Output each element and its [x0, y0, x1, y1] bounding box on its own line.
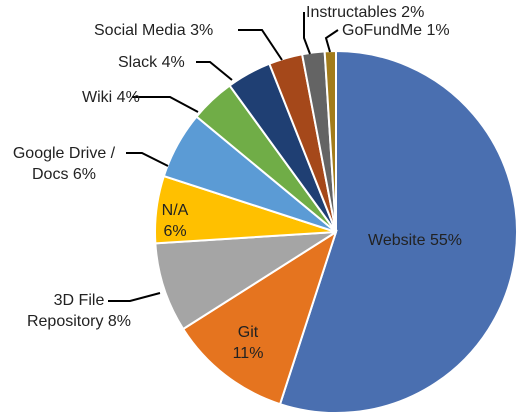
leader-line: [126, 152, 169, 167]
category-name: Wiki: [82, 89, 113, 106]
slice-label: Google Drive / Docs 6%: [0, 143, 128, 185]
slice-label: 3D File Repository 8%: [20, 290, 138, 332]
leader-line: [132, 96, 199, 113]
value-label: 2%: [401, 4, 425, 21]
slice-label: Slack 4%: [118, 52, 208, 73]
value-label: 4%: [116, 89, 140, 106]
value-label: 55%: [429, 232, 462, 249]
value-label: 8%: [107, 313, 132, 330]
category-name: Website: [368, 232, 426, 249]
category-name: GoFundMe: [342, 22, 423, 39]
slice-label: Instructables 2%: [306, 2, 486, 23]
slice-label: Git 11%: [218, 322, 278, 364]
category-name: N/A: [161, 202, 189, 219]
value-label: 4%: [161, 54, 185, 71]
category-name: Git: [237, 324, 259, 341]
leader-line: [196, 61, 233, 81]
slice-label: GoFundMe 1%: [342, 20, 512, 41]
pie-slice: [278, 49, 518, 414]
value-label: 1%: [426, 22, 450, 39]
pie: [154, 49, 518, 414]
leader-line: [238, 29, 283, 61]
category-name: Instructables: [306, 4, 397, 21]
pie-slice: [154, 231, 337, 331]
category-name: Slack: [118, 54, 158, 71]
slice-label: N/A 6%: [150, 200, 200, 242]
value-label: 6%: [163, 223, 187, 240]
leader-line: [108, 292, 161, 302]
category-name: Google Drive / Docs: [12, 145, 116, 183]
leader-line: [303, 12, 311, 55]
slice-label: Website 55%: [368, 230, 498, 251]
pie-slice: [181, 229, 338, 406]
slice-label: Social Media 3%: [94, 20, 244, 41]
category-name: 3D File Repository: [26, 292, 105, 330]
value-label: 3%: [190, 22, 214, 39]
leader-line: [324, 29, 339, 53]
category-name: Social Media: [94, 22, 186, 39]
leader-lines: [108, 12, 339, 302]
slice-label: Wiki 4%: [82, 87, 142, 108]
value-label: 11%: [232, 345, 264, 362]
value-label: 6%: [72, 166, 97, 183]
